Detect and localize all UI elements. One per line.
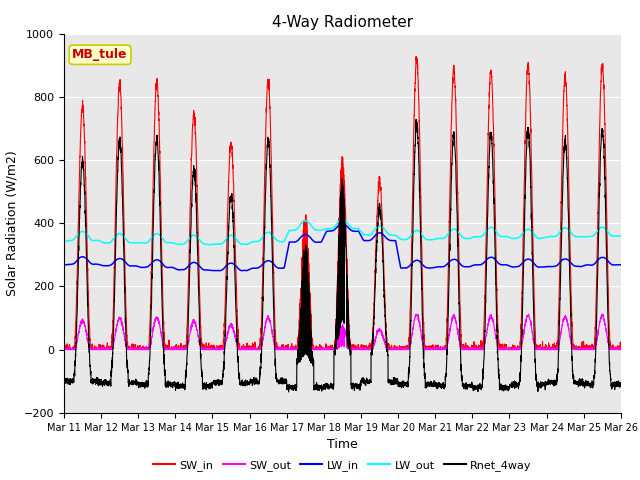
SW_out [616,345,624,351]
SW_in [499,347,507,352]
SW_in [468,347,476,352]
LW_out [206,242,214,248]
Rnet_4way [285,389,292,395]
LW_in [436,264,444,270]
LW_in [468,263,476,269]
LW_out [160,238,168,243]
LW_in [211,268,219,274]
SW_in [322,343,330,348]
Rnet_4way [412,117,420,122]
Rnet_4way [499,383,507,388]
SW_out [468,347,476,352]
SW_in [436,347,444,352]
LW_out [322,226,330,232]
LW_in [616,262,624,268]
LW_out [338,216,346,222]
SW_in [412,54,420,60]
Rnet_4way [616,383,624,389]
SW_in [60,342,68,348]
X-axis label: Time: Time [327,438,358,451]
SW_in [616,339,624,345]
SW_out [60,346,68,351]
SW_out [499,347,507,352]
Line: SW_out: SW_out [64,314,621,349]
SW_out [436,346,444,352]
Line: LW_out: LW_out [64,219,621,245]
Y-axis label: Solar Radiation (W/m2): Solar Radiation (W/m2) [5,150,18,296]
Rnet_4way [468,384,476,389]
Line: Rnet_4way: Rnet_4way [64,120,621,392]
Rnet_4way [322,384,330,390]
LW_out [616,233,624,239]
LW_in [60,262,68,267]
Legend: SW_in, SW_out, LW_in, LW_out, Rnet_4way: SW_in, SW_out, LW_in, LW_out, Rnet_4way [148,456,536,476]
Line: SW_in: SW_in [64,57,621,349]
LW_in [499,262,507,268]
LW_in [617,262,625,268]
SW_out [617,347,625,352]
SW_out [60,347,68,352]
LW_out [436,236,444,241]
SW_out [413,312,420,317]
SW_in [617,344,625,350]
Rnet_4way [60,378,68,384]
Rnet_4way [617,381,625,386]
Text: MB_tule: MB_tule [72,48,128,61]
LW_in [338,220,346,226]
LW_out [468,235,476,241]
LW_out [617,233,625,239]
LW_in [160,263,168,268]
SW_out [161,347,168,352]
SW_in [161,337,168,343]
LW_out [499,234,507,240]
SW_in [61,347,68,352]
LW_in [322,230,330,236]
Title: 4-Way Radiometer: 4-Way Radiometer [272,15,413,30]
Rnet_4way [436,382,444,388]
LW_out [60,238,68,244]
Line: LW_in: LW_in [64,223,621,271]
Rnet_4way [160,358,168,363]
SW_out [322,347,330,352]
